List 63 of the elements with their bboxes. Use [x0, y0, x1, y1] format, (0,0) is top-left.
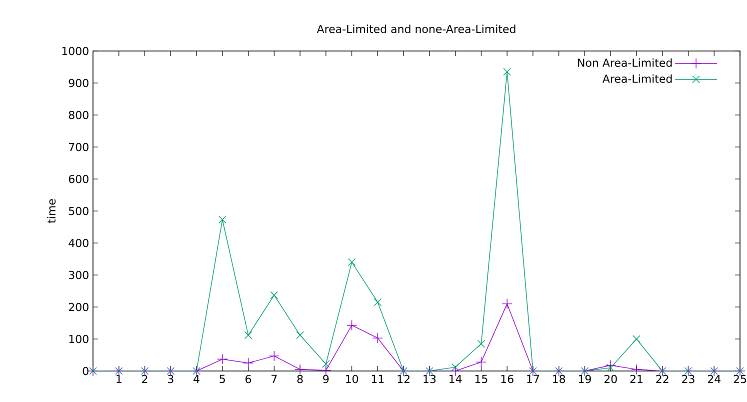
- point: [320, 365, 332, 376]
- x-tick-label: 13: [424, 374, 436, 384]
- point: [270, 291, 278, 300]
- point: [372, 332, 384, 344]
- point: [502, 298, 512, 310]
- point: [632, 335, 640, 343]
- x-tick-label: 25: [734, 374, 746, 384]
- chart-title: Area-Limited and none-Area-Limited: [316, 24, 516, 34]
- point: [606, 364, 614, 372]
- point: [477, 340, 486, 348]
- point: [374, 298, 382, 306]
- point: [605, 360, 616, 371]
- x-tick-label: 9: [323, 374, 329, 384]
- point: [503, 68, 511, 76]
- x-tick-label: 23: [682, 374, 694, 384]
- point: [218, 216, 226, 224]
- y-tick-label: 1000: [62, 46, 88, 56]
- y-tick-label: 600: [68, 174, 88, 184]
- point: [242, 358, 254, 368]
- point: [348, 258, 356, 266]
- y-tick-label: 400: [68, 238, 88, 248]
- point: [346, 320, 358, 331]
- point: [294, 364, 306, 375]
- x-tick-label: 4: [194, 374, 200, 383]
- x-tick-label: 8: [297, 374, 303, 384]
- y-axis-title: time: [47, 199, 56, 224]
- x-tick-label: 5: [220, 374, 225, 384]
- x-tick-label: 21: [630, 374, 642, 384]
- x-tick-label: 22: [656, 374, 668, 384]
- point: [296, 331, 304, 340]
- x-tick-label: 18: [553, 374, 566, 384]
- x-tick-label: 10: [346, 374, 358, 384]
- y-tick-label: 200: [68, 302, 88, 312]
- point: [322, 360, 330, 368]
- y-tick-label: 100: [69, 334, 88, 344]
- point: [631, 364, 642, 375]
- point: [451, 363, 460, 372]
- point: [217, 354, 228, 365]
- x-tick-label: 19: [578, 374, 591, 384]
- x-tick-label: 24: [708, 374, 720, 384]
- y-tick-label: 700: [69, 142, 88, 152]
- x-tick-label: 16: [501, 374, 514, 384]
- x-tick-label: 3: [168, 374, 174, 384]
- y-tick-label: 0: [82, 366, 88, 376]
- x-tick-label: 17: [527, 374, 540, 383]
- x-tick-label: 2: [142, 374, 148, 384]
- x-tick-label: 14: [450, 374, 462, 383]
- y-tick-label: 500: [68, 206, 88, 216]
- x-tick-label: 15: [475, 374, 488, 384]
- x-tick-label: 20: [604, 374, 617, 384]
- x-tick-label: 7: [272, 374, 277, 383]
- y-tick-label: 800: [68, 110, 88, 120]
- x-tick-label: 11: [372, 374, 384, 383]
- x-tick-label: 6: [246, 374, 252, 384]
- point: [476, 356, 487, 368]
- point: [244, 331, 252, 340]
- x-tick-label: 12: [398, 374, 410, 384]
- legend-label: Non Area-Limited: [578, 58, 672, 67]
- legend-label: Area-Limited: [602, 74, 672, 83]
- y-tick-label: 300: [68, 270, 88, 280]
- point: [268, 350, 280, 362]
- y-tick-label: 900: [68, 78, 88, 88]
- x-tick-label: 1: [116, 374, 122, 383]
